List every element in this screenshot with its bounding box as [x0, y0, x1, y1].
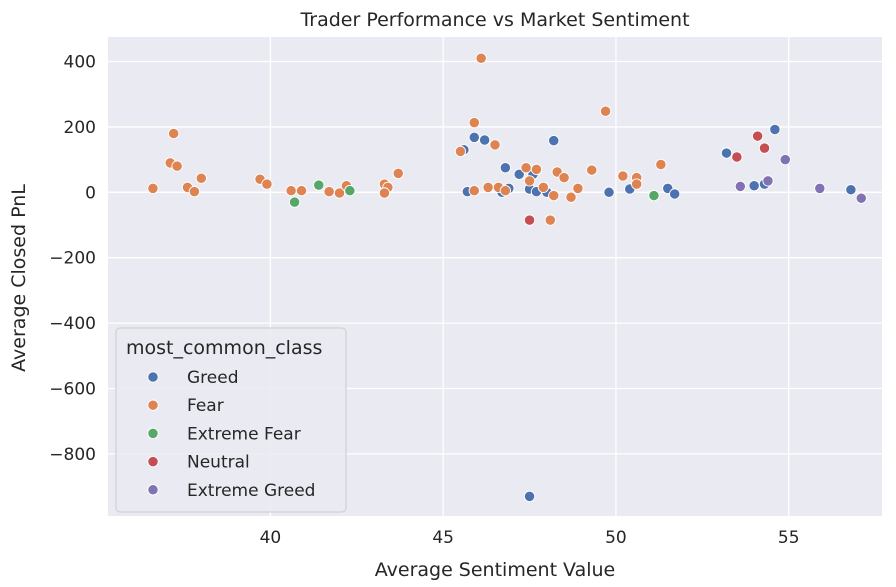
legend-marker [147, 455, 159, 468]
data-point [454, 145, 467, 158]
x-tick-label: 55 [778, 528, 800, 548]
data-point [513, 168, 525, 180]
y-tick-label: −800 [49, 445, 96, 465]
y-tick-label: 0 [85, 183, 96, 203]
data-point [499, 162, 512, 174]
data-point [147, 182, 159, 195]
data-point [530, 163, 543, 176]
x-tick-label: 45 [432, 528, 454, 548]
data-point [648, 189, 660, 202]
legend-box [115, 327, 347, 513]
data-point [188, 186, 201, 198]
data-point [586, 164, 598, 176]
legend-marker [147, 484, 159, 496]
y-tick-label: −400 [49, 314, 96, 334]
data-point [468, 131, 480, 144]
legend-label: Fear [187, 396, 224, 416]
data-points [147, 52, 867, 503]
legend-items: Greed Fear Extreme Fear Neutral Extreme Gree… [147, 368, 315, 501]
data-point [168, 127, 180, 140]
data-point [171, 160, 183, 172]
y-axis-label: Average Closed PnL [8, 184, 30, 372]
legend-title: most_common_class [126, 337, 322, 359]
legend-marker [147, 399, 159, 411]
data-point [617, 170, 629, 182]
data-point [731, 151, 743, 163]
legend-label: Neutral [187, 453, 250, 473]
y-tick-labels: −800 −600 −400 −200 0 200 400 [49, 53, 96, 465]
data-point [313, 179, 325, 191]
y-tick-label: 400 [64, 53, 96, 73]
data-point [565, 191, 577, 203]
data-point [748, 180, 760, 192]
data-point [814, 182, 826, 195]
legend-label: Extreme Fear [187, 424, 301, 444]
data-point [599, 105, 612, 117]
x-axis-label: Average Sentiment Value [375, 559, 616, 581]
data-point [323, 186, 335, 198]
data-point [762, 175, 774, 187]
data-point [655, 158, 667, 171]
data-point [734, 180, 746, 193]
data-point [558, 171, 570, 184]
data-point [537, 181, 550, 194]
legend: most_common_class Greed Fear Extreme Fear N… [115, 327, 347, 513]
data-point [631, 178, 643, 190]
data-point [288, 196, 301, 208]
y-tick-label: −600 [49, 379, 96, 399]
data-point [779, 153, 791, 166]
data-point [520, 162, 532, 174]
legend-label: Greed [187, 368, 239, 388]
data-point [468, 185, 480, 197]
data-point [669, 188, 681, 200]
data-point [544, 214, 556, 226]
x-tick-label: 40 [260, 528, 282, 548]
data-point [523, 175, 536, 187]
legend-marker [147, 371, 159, 383]
data-point [478, 134, 491, 146]
data-point [548, 134, 560, 147]
data-point [720, 147, 733, 159]
chart-title: Trader Performance vs Market Sentiment [299, 9, 689, 31]
data-point [758, 142, 771, 154]
data-point [285, 185, 297, 197]
y-gridlines [108, 60, 882, 455]
legend-marker [147, 427, 159, 440]
data-point [489, 139, 501, 151]
data-point [523, 214, 536, 226]
data-point [295, 185, 308, 197]
data-point [378, 187, 391, 199]
data-point [475, 52, 487, 64]
x-tick-label: 50 [605, 528, 627, 548]
data-point [603, 186, 615, 198]
data-point [261, 178, 273, 190]
data-point [751, 130, 764, 142]
x-tick-labels: 40 45 50 55 [260, 528, 800, 548]
data-point [845, 184, 857, 196]
data-point [482, 181, 494, 194]
data-point [769, 123, 781, 136]
data-point [195, 172, 207, 184]
data-point [572, 182, 584, 195]
data-point [333, 187, 346, 199]
data-point [499, 185, 512, 197]
data-point [523, 490, 536, 503]
data-point [548, 189, 560, 202]
data-point [344, 185, 356, 197]
y-tick-label: 200 [64, 118, 96, 138]
legend-label: Extreme Greed [187, 481, 315, 501]
data-point [468, 117, 480, 129]
data-point [855, 192, 867, 204]
data-point [392, 167, 404, 179]
y-tick-label: −200 [49, 249, 96, 269]
